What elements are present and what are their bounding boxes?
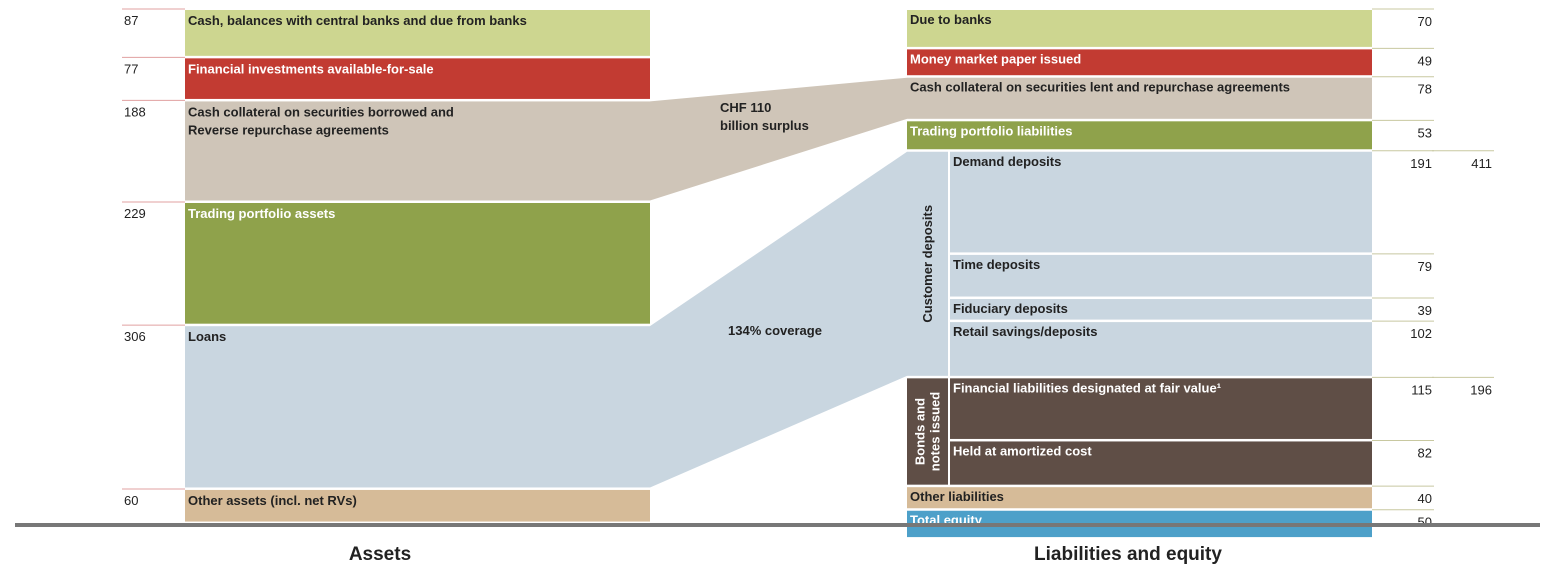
asset-value: 229: [124, 206, 146, 221]
asset-block: [185, 203, 650, 324]
group-label: Customer deposits: [920, 205, 935, 323]
liability-value: 82: [1418, 445, 1432, 460]
liability-block: [907, 77, 1372, 119]
liability-block: [907, 49, 1372, 76]
asset-value: 188: [124, 104, 146, 119]
group-label: notes issued: [928, 392, 943, 472]
group-bar: [907, 151, 948, 376]
block-label: Other liabilities: [910, 489, 1004, 504]
block-label: Cash collateral on securities borrowed a…: [188, 104, 454, 119]
liability-value: 115: [1411, 382, 1432, 397]
liability-value: 102: [1410, 326, 1432, 341]
liability-block: [950, 299, 1372, 320]
liability-block: [950, 254, 1372, 297]
group-total: 196: [1470, 382, 1492, 397]
liability-block: [950, 151, 1372, 253]
liability-value: 39: [1418, 303, 1432, 318]
block-label: Held at amortized cost: [953, 443, 1092, 458]
connector-label: billion surplus: [720, 118, 809, 133]
block-label: Retail savings/deposits: [953, 324, 1098, 339]
asset-block: [185, 489, 650, 522]
liability-value: 191: [1410, 156, 1432, 171]
asset-block: [185, 101, 650, 201]
block-label: Financial liabilities designated at fair…: [953, 380, 1221, 395]
liability-value: 40: [1418, 491, 1432, 506]
block-label: Cash collateral on securities lent and r…: [910, 80, 1290, 95]
liabilities-title: Liabilities and equity: [1034, 544, 1222, 565]
asset-block: [185, 58, 650, 99]
group-label: Bonds and: [913, 398, 928, 465]
assets-title: Assets: [349, 544, 411, 565]
block-label: Trading portfolio assets: [188, 206, 335, 221]
group-total: 411: [1471, 156, 1492, 171]
liability-block: [907, 121, 1372, 150]
block-label: Reverse repurchase agreements: [188, 122, 389, 137]
block-label: Other assets (incl. net RVs): [188, 493, 357, 508]
liability-block: [950, 322, 1372, 376]
liability-value: 50: [1418, 515, 1432, 530]
asset-block: [185, 326, 650, 488]
baseline: [15, 523, 1540, 527]
liability-value: 49: [1418, 53, 1432, 68]
connector-label: CHF 110: [720, 100, 771, 115]
liability-block: [950, 441, 1372, 485]
liability-block: [907, 10, 1372, 47]
block-label: Time deposits: [953, 257, 1040, 272]
block-label: Due to banks: [910, 12, 992, 27]
asset-value: 77: [124, 61, 138, 76]
block-label: Cash, balances with central banks and du…: [188, 13, 527, 28]
block-label: Loans: [188, 329, 226, 344]
asset-value: 87: [124, 13, 138, 28]
block-label: Demand deposits: [953, 154, 1061, 169]
asset-value: 60: [124, 493, 138, 508]
liability-block: [950, 378, 1372, 439]
asset-block: [185, 10, 650, 56]
liability-value: 78: [1418, 82, 1432, 97]
block-label: Trading portfolio liabilities: [910, 123, 1073, 138]
connector-label: 134% coverage: [728, 323, 822, 338]
group-bar: [907, 378, 948, 485]
liability-block: [907, 487, 1372, 509]
block-label: Fiduciary deposits: [953, 301, 1068, 316]
block-label: Money market paper issued: [910, 51, 1081, 66]
block-label: Financial investments available-for-sale: [188, 61, 434, 76]
liability-value: 53: [1418, 125, 1432, 140]
asset-value: 306: [124, 329, 146, 344]
liability-value: 70: [1418, 14, 1432, 29]
liability-value: 79: [1418, 259, 1432, 274]
connector: [650, 151, 907, 488]
connector: [650, 77, 907, 201]
